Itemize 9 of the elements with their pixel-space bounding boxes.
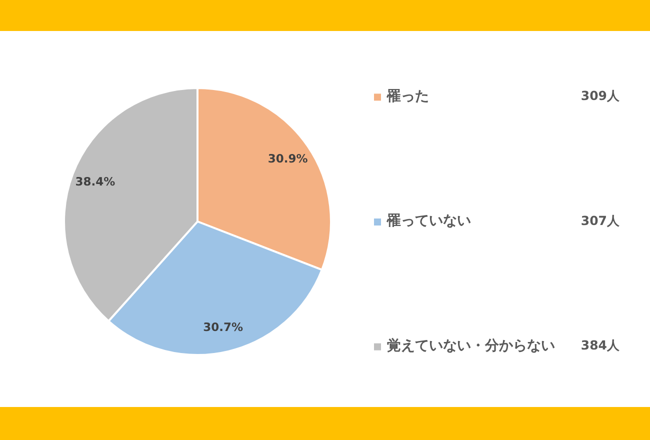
- legend-label: 罹っていない: [386, 213, 471, 230]
- text: 384人: [580, 338, 621, 353]
- legend-label: 覚えていない・分からない: [387, 336, 555, 354]
- data-label: 30.7%: [203, 320, 244, 334]
- data-label: 30.9%: [268, 152, 308, 166]
- legend-label: 罹った: [386, 88, 429, 104]
- text: 307人: [580, 212, 621, 228]
- text: 309人: [580, 88, 621, 103]
- data-label: 38.4%: [75, 174, 116, 188]
